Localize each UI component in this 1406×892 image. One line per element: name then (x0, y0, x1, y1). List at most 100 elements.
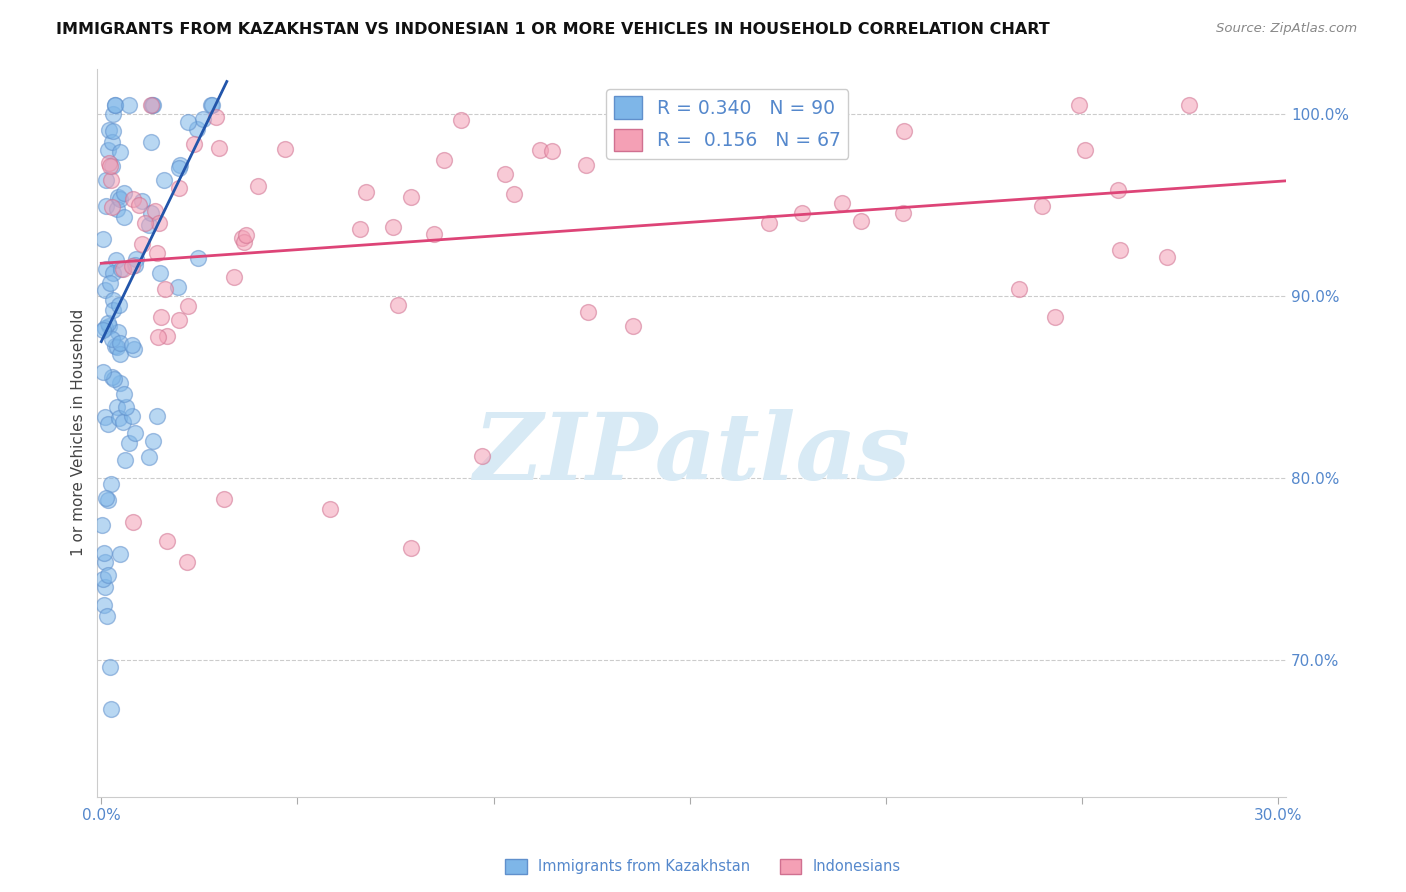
Point (97, 144, 120, 158)
Point (131, 237, 153, 252)
Point (138, 450, 160, 464)
Point (124, 425, 146, 440)
Point (349, 222, 371, 236)
Point (141, 98, 163, 112)
Point (146, 246, 169, 260)
Point (142, 98, 165, 112)
Point (103, 266, 125, 280)
Point (124, 258, 146, 272)
Point (91, 323, 114, 337)
Text: ZIPatlas: ZIPatlas (474, 409, 910, 500)
Point (1109, 243, 1132, 257)
Point (97, 123, 120, 137)
Point (148, 216, 170, 230)
Point (121, 337, 143, 351)
Point (186, 122, 208, 136)
Point (94, 580, 117, 594)
Point (274, 142, 297, 156)
Point (122, 342, 145, 356)
Point (356, 185, 378, 199)
Point (91, 232, 114, 246)
Point (108, 376, 131, 390)
Point (212, 492, 235, 507)
Point (224, 270, 246, 285)
Point (891, 206, 914, 220)
Point (91, 518, 114, 533)
Point (382, 219, 405, 234)
Point (319, 502, 342, 516)
Point (758, 215, 780, 229)
Point (93, 555, 115, 569)
Point (139, 206, 162, 220)
Point (94, 283, 117, 297)
Point (494, 167, 516, 181)
Point (146, 409, 169, 423)
Point (94, 491, 117, 505)
Point (103, 293, 125, 307)
Point (98, 159, 121, 173)
Point (107, 325, 129, 339)
Point (621, 319, 644, 334)
Text: IMMIGRANTS FROM KAZAKHSTAN VS INDONESIAN 1 OR MORE VEHICLES IN HOUSEHOLD CORRELA: IMMIGRANTS FROM KAZAKHSTAN VS INDONESIAN… (56, 22, 1050, 37)
Point (146, 330, 169, 344)
Point (100, 702, 122, 716)
Point (91, 572, 114, 586)
Point (104, 339, 127, 353)
Point (1177, 98, 1199, 112)
Point (122, 193, 145, 207)
Point (100, 173, 122, 187)
Point (103, 372, 125, 386)
Point (112, 386, 135, 401)
Point (153, 173, 176, 187)
Point (177, 115, 200, 129)
Point (575, 158, 598, 172)
Point (792, 206, 814, 220)
Point (201, 98, 224, 112)
Point (105, 340, 128, 354)
Point (143, 204, 166, 219)
Point (138, 219, 160, 233)
Point (176, 555, 198, 569)
Point (139, 98, 162, 112)
Text: Source: ZipAtlas.com: Source: ZipAtlas.com (1216, 22, 1357, 36)
Point (105, 202, 128, 216)
Point (167, 279, 190, 293)
Point (98, 319, 121, 334)
Point (155, 282, 177, 296)
Point (1007, 282, 1029, 296)
Point (131, 194, 153, 208)
Point (104, 98, 127, 112)
Point (1156, 250, 1178, 264)
Point (94, 261, 117, 276)
Point (541, 144, 564, 158)
Point (576, 305, 599, 319)
Point (98, 659, 121, 673)
Point (1045, 310, 1067, 325)
Point (96, 608, 118, 623)
Point (101, 135, 124, 149)
Point (94, 410, 117, 425)
Point (110, 336, 132, 351)
Point (177, 299, 200, 313)
Point (156, 329, 179, 343)
Point (1031, 199, 1053, 213)
Point (200, 98, 222, 112)
Point (103, 124, 125, 138)
Point (232, 235, 254, 249)
Point (112, 210, 135, 224)
Point (141, 135, 163, 149)
Legend: R = 0.340   N = 90, R =  0.156   N = 67: R = 0.340 N = 90, R = 0.156 N = 67 (606, 89, 848, 159)
Point (97, 316, 120, 330)
Point (107, 190, 129, 204)
Point (108, 192, 131, 206)
Point (169, 313, 191, 327)
Point (134, 216, 156, 230)
Point (94, 199, 117, 213)
Point (96, 492, 118, 507)
Point (117, 98, 139, 112)
Point (98, 277, 121, 291)
Point (93, 598, 115, 612)
Legend: Immigrants from Kazakhstan, Indonesians: Immigrants from Kazakhstan, Indonesians (499, 853, 907, 880)
Point (101, 370, 124, 384)
Point (100, 200, 122, 214)
